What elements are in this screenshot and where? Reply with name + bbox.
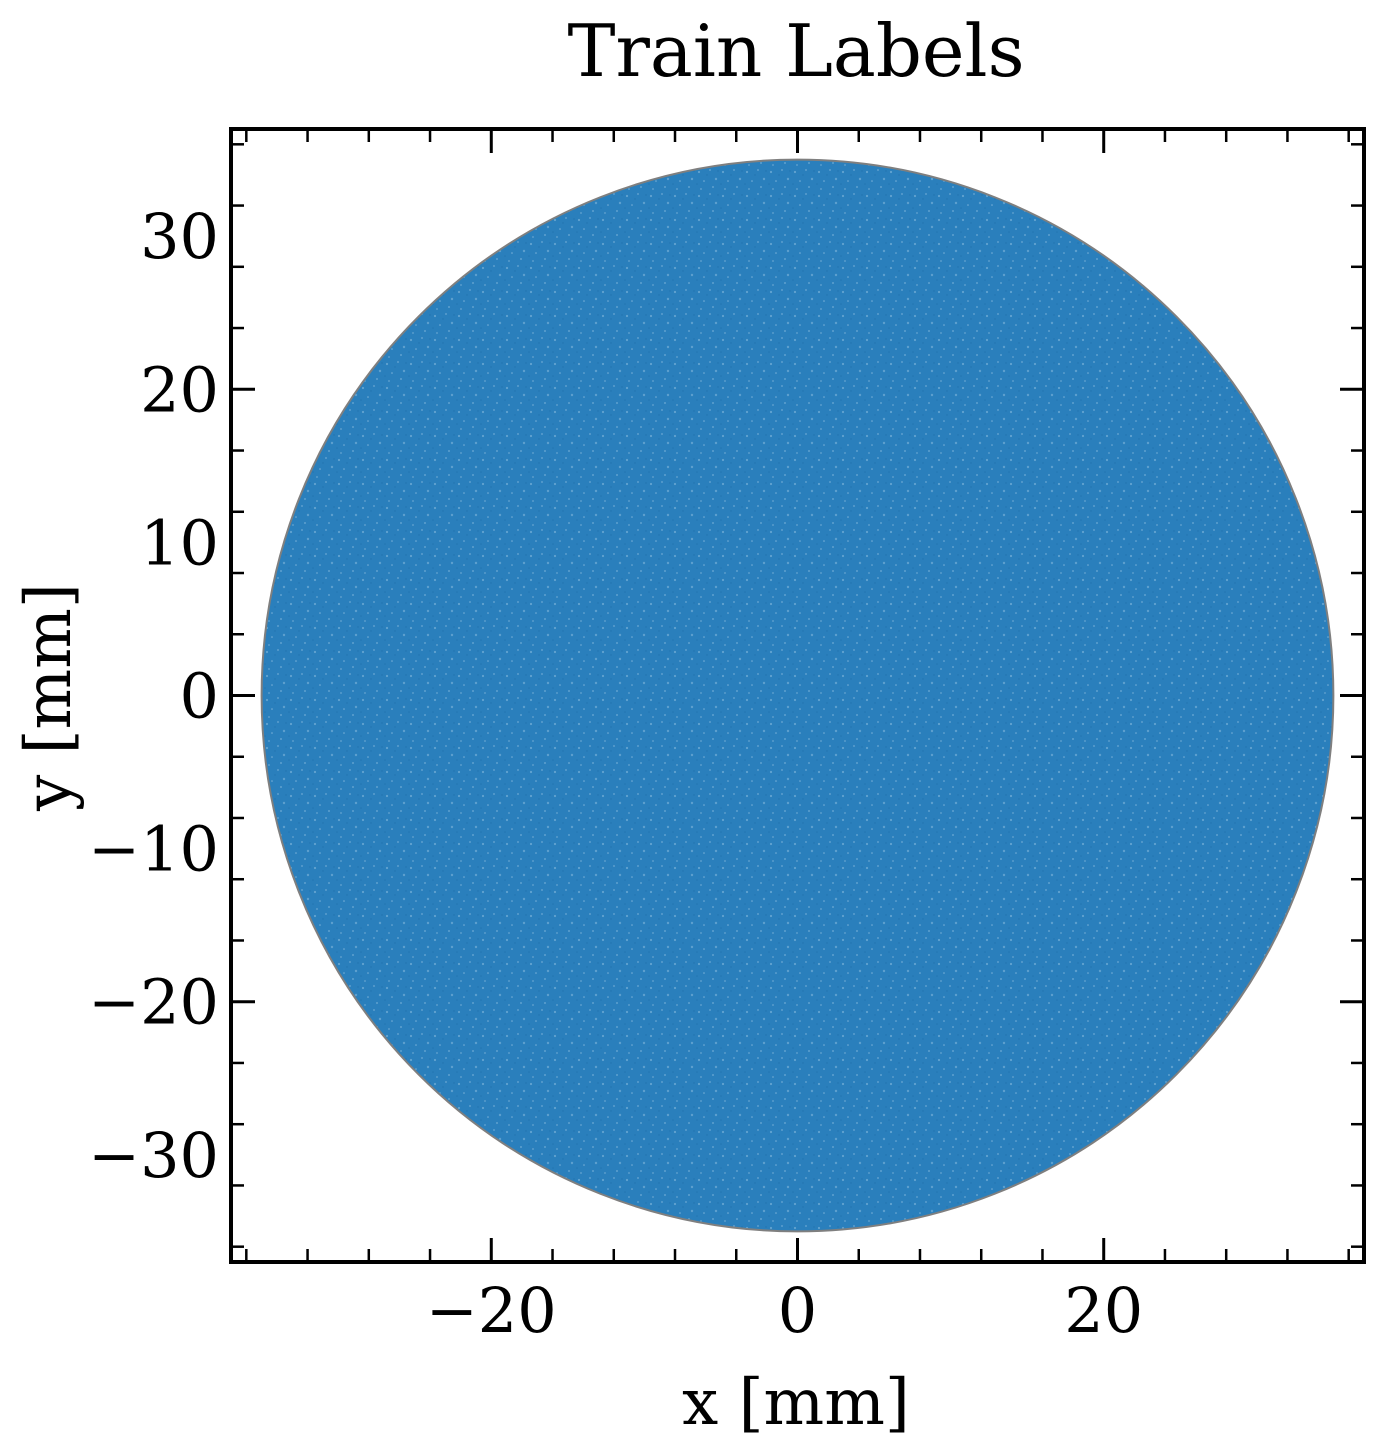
y-axis-label: y [mm]	[12, 583, 86, 812]
y-tick-label: 30	[140, 200, 219, 273]
y-tick-label: 0	[180, 660, 219, 733]
y-tick-label: −30	[88, 1119, 219, 1192]
x-tick-label: 20	[1064, 1274, 1143, 1347]
y-tick-label: −10	[88, 813, 219, 886]
y-tick-label: −20	[88, 966, 219, 1039]
scatter-disk	[260, 158, 1335, 1233]
plot-frame	[229, 127, 1366, 1264]
x-tick-label: 0	[778, 1274, 817, 1347]
axis-ticks	[231, 129, 1364, 1262]
x-axis-label: x [mm]	[682, 1366, 910, 1440]
axis-tick-labels: −20 0 20 −30 −20 −10 0 10 20 30	[88, 200, 1143, 1347]
x-tick-label: −20	[426, 1274, 557, 1347]
y-tick-label: 20	[140, 353, 219, 426]
y-tick-label: 10	[140, 506, 219, 579]
chart-title: Train Labels	[567, 9, 1024, 93]
